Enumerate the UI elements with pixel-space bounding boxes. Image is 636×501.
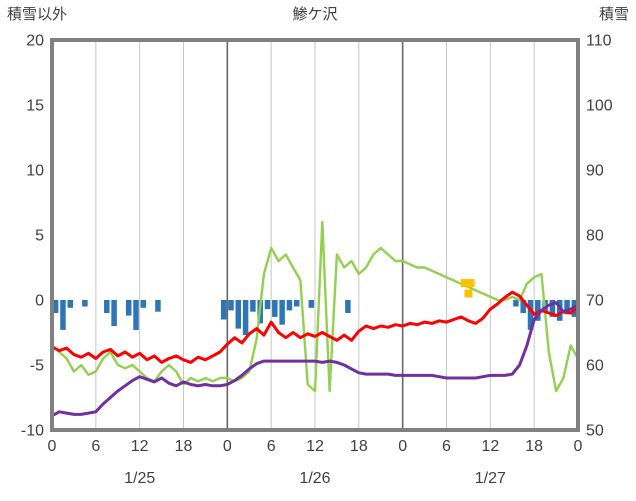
snow-bar — [242, 300, 249, 336]
x-axis-tick: 6 — [267, 438, 276, 455]
right-axis-tick: 80 — [586, 228, 604, 245]
snow-bar — [345, 300, 351, 313]
left-axis-tick: -5 — [30, 358, 44, 375]
snow-bar — [527, 300, 534, 330]
snow-bar — [556, 300, 563, 321]
snow-bar — [308, 300, 315, 308]
x-axis-tick: 12 — [306, 438, 324, 455]
x-axis-tick: 0 — [398, 438, 407, 455]
x-axis-tick: 0 — [574, 438, 583, 455]
left-axis-tick: 5 — [35, 228, 44, 245]
x-axis-tick: 6 — [91, 438, 100, 455]
snow-bar — [111, 300, 117, 326]
left-axis-tick: 0 — [35, 293, 44, 310]
right-axis-tick: 100 — [586, 98, 613, 115]
right-axis-tick: 70 — [586, 293, 604, 310]
snow-bar — [272, 300, 278, 317]
left-axis-tick: 10 — [26, 163, 44, 180]
snow-bar — [228, 300, 234, 311]
x-axis-tick: 12 — [131, 438, 149, 455]
x-axis-date: 1/27 — [475, 470, 506, 487]
snow-bar — [220, 300, 227, 320]
snow-bar — [279, 300, 285, 325]
left-axis-tick: -10 — [21, 423, 44, 440]
snow-bar — [250, 300, 256, 312]
snow-bar — [535, 300, 541, 321]
snow-bar — [67, 300, 74, 308]
x-axis-tick: 6 — [442, 438, 451, 455]
red-line — [50, 290, 580, 364]
orange-marker — [460, 279, 469, 288]
x-axis-tick: 0 — [223, 438, 232, 455]
purple-line — [50, 301, 580, 418]
right-axis-title: 積雪 — [598, 6, 629, 23]
snow-bar — [293, 300, 300, 307]
x-axis-tick: 18 — [350, 438, 368, 455]
x-axis-tick: 18 — [525, 438, 543, 455]
snow-bar — [264, 300, 271, 310]
x-axis-tick: 18 — [175, 438, 193, 455]
x-axis-date: 1/26 — [299, 470, 330, 487]
snow-bar — [564, 300, 570, 315]
left-axis-tick: 15 — [26, 98, 44, 115]
right-axis-tick: 110 — [586, 33, 612, 50]
snow-bar — [235, 300, 242, 329]
snow-bar — [52, 300, 59, 313]
orange-marker — [466, 279, 475, 288]
snow-bar — [513, 300, 519, 307]
chart-title: 鯵ケ沢 — [292, 6, 338, 23]
orange-marker — [464, 289, 473, 298]
green-line — [50, 220, 580, 393]
right-axis-tick: 90 — [586, 163, 604, 180]
snow-bar — [125, 300, 132, 316]
snow-bar — [286, 300, 293, 311]
x-axis-tick: 0 — [48, 438, 57, 455]
snow-bar — [140, 300, 147, 308]
x-axis-tick: 12 — [481, 438, 499, 455]
left-axis-title: 積雪以外 — [7, 6, 68, 23]
snow-bar — [133, 300, 139, 330]
plot-frame — [50, 38, 580, 432]
snow-bar — [520, 300, 526, 313]
snow-bar — [104, 300, 110, 313]
snow-bar — [82, 300, 88, 307]
snow-bar — [60, 300, 66, 330]
right-axis-tick: 60 — [586, 358, 604, 375]
left-axis-tick: 20 — [26, 33, 44, 50]
right-axis-tick: 50 — [586, 423, 604, 440]
snow-bar — [155, 300, 161, 312]
snow-bar — [549, 300, 556, 317]
x-axis-date: 1/25 — [124, 470, 155, 487]
